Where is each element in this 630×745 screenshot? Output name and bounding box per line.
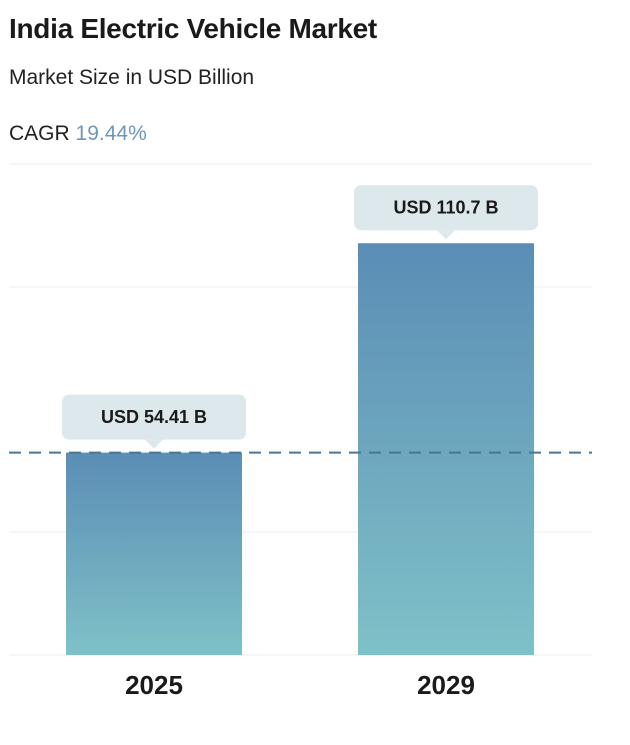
data-label-2025: USD 54.41 B <box>62 394 246 449</box>
data-label-text: USD 110.7 B <box>393 198 498 218</box>
bar-2029 <box>358 243 534 655</box>
chart-title: India Electric Vehicle Market <box>9 13 377 44</box>
cagr-readout: CAGR 19.44% <box>9 122 147 146</box>
callout-pointer <box>145 439 163 449</box>
callout-box <box>354 185 538 231</box>
chart-subtitle: Market Size in USD Billion <box>9 66 255 89</box>
data-label-text: USD 54.41 B <box>101 407 207 427</box>
data-label-2029: USD 110.7 B <box>354 185 538 240</box>
x-tick-label-2025: 2025 <box>125 670 183 700</box>
callout-box <box>62 394 246 440</box>
bar-2025 <box>66 452 242 655</box>
x-tick-label-2029: 2029 <box>417 670 475 700</box>
cagr-value: 19.44% <box>75 122 147 145</box>
callout-pointer <box>437 230 455 240</box>
cagr-label: CAGR <box>9 122 70 145</box>
